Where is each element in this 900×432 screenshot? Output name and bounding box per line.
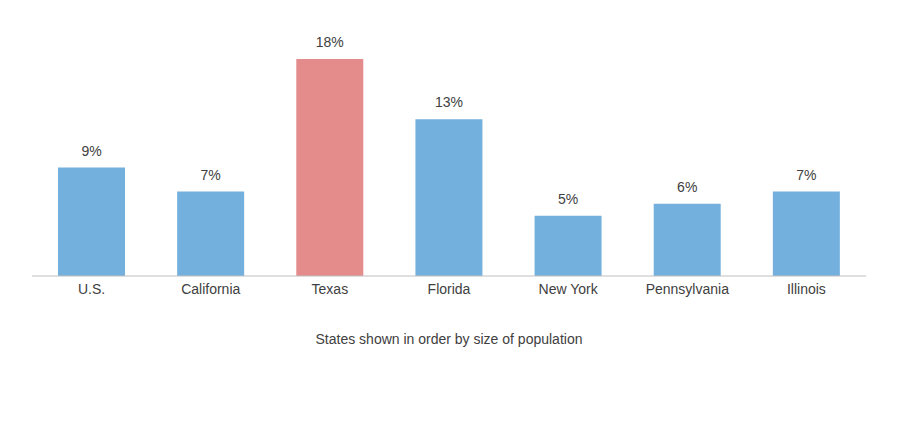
svg-text:Texas: Texas	[312, 281, 349, 297]
svg-text:6%: 6%	[677, 179, 697, 195]
svg-text:5%: 5%	[558, 191, 578, 207]
svg-text:7%: 7%	[201, 167, 221, 183]
svg-text:Illinois: Illinois	[787, 281, 826, 297]
svg-text:Florida: Florida	[428, 281, 471, 297]
svg-text:9%: 9%	[81, 143, 101, 159]
svg-text:States shown in order by size: States shown in order by size of populat…	[316, 331, 583, 347]
svg-text:U.S.: U.S.	[78, 281, 105, 297]
svg-text:California: California	[181, 281, 240, 297]
svg-text:13%: 13%	[435, 94, 463, 110]
svg-text:New York: New York	[539, 281, 599, 297]
svg-text:7%: 7%	[796, 167, 816, 183]
svg-text:Pennsylvania: Pennsylvania	[646, 281, 729, 297]
svg-text:18%: 18%	[316, 34, 344, 50]
